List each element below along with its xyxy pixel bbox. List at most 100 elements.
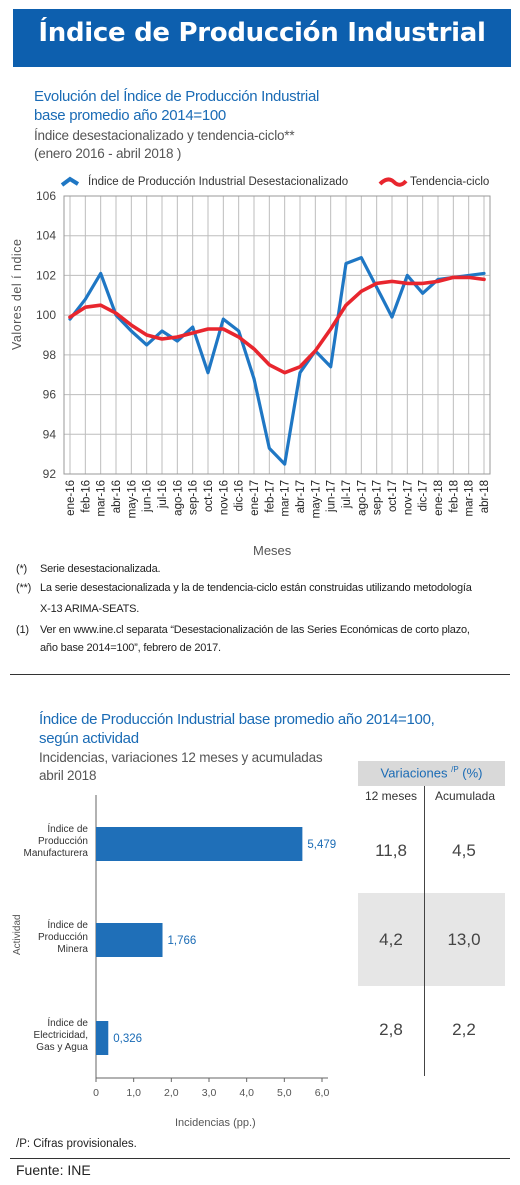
x-tick-label: jun-16 xyxy=(142,480,154,513)
x-tick-label: 2,0 xyxy=(164,1087,179,1099)
note-1-text: Serie desestacionalizada. xyxy=(40,563,161,575)
note-1-mark: (*) xyxy=(16,563,28,575)
y-tick-label: 94 xyxy=(43,427,57,441)
x-tick-label: 5,0 xyxy=(277,1087,292,1099)
x-tick-label: ago-17 xyxy=(356,480,368,516)
x-tick-label: feb-17 xyxy=(264,480,276,513)
chart2-title-line1: Índice de Producción Industrial base pro… xyxy=(39,711,435,728)
chart2-subtitle-line1: Incidencias, variaciones 12 meses y acum… xyxy=(39,750,323,765)
category-label: Electricidad, xyxy=(34,1030,88,1041)
note-3-text-line1: Ver en www.ine.cl separata “Desestaciona… xyxy=(40,624,470,636)
x-tick-label: mar-16 xyxy=(96,480,108,516)
y-tick-label: 102 xyxy=(36,268,56,282)
table-row-1-acum: 4,5 xyxy=(452,841,476,860)
x-tick-label: abr-18 xyxy=(479,480,491,513)
category-label: Gas y Agua xyxy=(36,1042,88,1053)
x-tick-label: may-16 xyxy=(126,480,138,518)
provisional-note: /P: Cifras provisionales. xyxy=(16,1138,137,1150)
source-label: Fuente: INE xyxy=(16,1162,91,1178)
chart1-subtitle-line2: (enero 2016 - abril 2018 ) xyxy=(34,146,182,161)
x-tick-label: abr-16 xyxy=(111,480,123,513)
x-tick-label: 3,0 xyxy=(202,1087,217,1099)
chart2-ylabel: Actividad xyxy=(12,914,23,955)
x-tick-label: oct-17 xyxy=(387,480,399,512)
x-tick-label: nov-16 xyxy=(218,480,230,515)
variaciones-sup: /P xyxy=(451,765,459,774)
chart1-title-line2: base promedio año 2014=100 xyxy=(34,107,226,124)
x-tick-label: ago-16 xyxy=(172,480,184,516)
x-tick-label: dic-16 xyxy=(234,480,246,511)
bar-value-label: 0,326 xyxy=(113,1033,142,1045)
series-trend-line xyxy=(68,275,486,375)
chart1-title-line1: Evolución del Índice de Producción Indus… xyxy=(34,88,320,105)
chart2-xlabel: Incidencias (pp.) xyxy=(175,1117,256,1129)
table-row-3-acum: 2,2 xyxy=(452,1020,476,1039)
x-tick-label: jul-16 xyxy=(157,480,169,509)
table-row-highlight xyxy=(358,893,505,986)
col-acumulada: Acumulada xyxy=(434,789,496,803)
footer-divider xyxy=(10,1158,510,1159)
x-tick-label: jul-17 xyxy=(341,480,353,509)
bar-1 xyxy=(96,827,303,861)
legend-trend-label: Tendencia-ciclo xyxy=(410,176,490,188)
category-label: Índice de xyxy=(47,1016,88,1029)
x-tick-label: abr-17 xyxy=(295,480,307,513)
category-label: Índice de xyxy=(47,918,88,931)
category-label: Producción xyxy=(38,836,88,847)
x-tick-label: 6,0 xyxy=(315,1087,330,1099)
x-tick-label: oct-16 xyxy=(203,480,215,512)
x-tick-label: may-17 xyxy=(310,480,322,518)
x-tick-label: 4,0 xyxy=(239,1087,254,1099)
note-3-mark: (1) xyxy=(16,624,29,636)
page-title: Índice de Producción Industrial xyxy=(38,18,486,48)
variaciones-header: Variaciones /P (%) xyxy=(358,761,505,786)
variaciones-unit: (%) xyxy=(462,765,483,781)
chart1-subtitle-line1: Índice desestacionalizado y tendencia-ci… xyxy=(34,128,295,143)
bar-value-label: 5,479 xyxy=(307,839,336,851)
chart1-xlabel: Meses xyxy=(253,543,292,558)
x-tick-label: feb-16 xyxy=(80,480,92,513)
x-tick-label: nov-17 xyxy=(402,480,414,515)
variaciones-header-label: Variaciones /P (%) xyxy=(358,765,505,780)
bar-value-label: 1,766 xyxy=(168,935,197,947)
y-tick-label: 100 xyxy=(36,308,56,322)
note-2-mark: (**) xyxy=(16,582,32,594)
x-tick-label: ene-17 xyxy=(249,480,261,516)
x-tick-label: ene-16 xyxy=(65,480,77,516)
x-tick-label: sep-16 xyxy=(188,480,200,515)
variaciones-title: Variaciones xyxy=(380,765,448,781)
table-row-3-12m: 2,8 xyxy=(379,1020,403,1039)
x-tick-label: mar-17 xyxy=(280,480,292,516)
category-label: Manufacturera xyxy=(24,848,89,859)
x-tick-label: dic-17 xyxy=(418,480,430,511)
category-label: Minera xyxy=(57,944,88,955)
table-row-2-acum: 13,0 xyxy=(447,930,481,949)
x-tick-label: feb-18 xyxy=(448,480,460,513)
chart2-title-line2: según actividad xyxy=(39,730,139,747)
y-tick-label: 96 xyxy=(43,388,57,402)
header-banner: Índice de Producción Industrial xyxy=(13,9,511,67)
bar-2 xyxy=(96,923,163,957)
category-label: Índice de xyxy=(47,822,88,835)
x-tick-label: ene-18 xyxy=(433,480,445,516)
section-divider xyxy=(10,674,510,675)
x-tick-label: 0 xyxy=(93,1087,99,1099)
bar-3 xyxy=(96,1021,109,1055)
legend-seasonal-label: Índice de Producción Industrial Desestac… xyxy=(88,176,349,188)
table-row-2-12m: 4,2 xyxy=(379,930,403,949)
x-tick-label: sep-17 xyxy=(372,480,384,515)
note-2-text-line2: X-13 ARIMA-SEATS. xyxy=(40,603,140,615)
chart2-subtitle-line2: abril 2018 xyxy=(39,768,97,783)
category-label: Producción xyxy=(38,932,88,943)
note-3-text-line2: año base 2014=100”, febrero de 2017. xyxy=(40,642,221,654)
plot-frame xyxy=(63,195,491,475)
x-tick-label: jun-17 xyxy=(326,480,338,513)
x-tick-label: 1,0 xyxy=(126,1087,141,1099)
col-12-meses: 12 meses xyxy=(364,789,418,803)
y-tick-label: 92 xyxy=(43,467,57,481)
y-tick-label: 98 xyxy=(43,348,57,362)
y-tick-label: 106 xyxy=(36,189,56,203)
x-tick-label: mar-18 xyxy=(464,480,476,516)
